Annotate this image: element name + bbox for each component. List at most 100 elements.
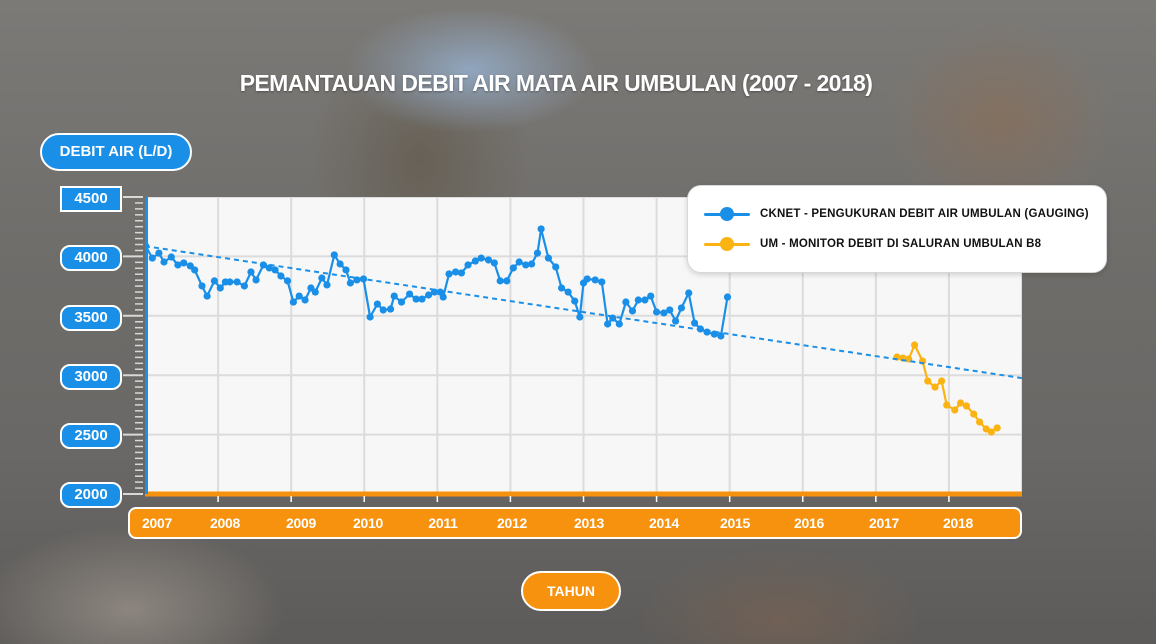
data-point [283, 277, 292, 285]
data-point [342, 266, 350, 274]
data-point [604, 320, 612, 328]
trend-line [145, 245, 1022, 380]
data-point [537, 225, 545, 233]
legend-label: CKNET - PENGUKURAN DEBIT AIR UMBULAN (GA… [760, 208, 1089, 220]
data-point [247, 268, 255, 276]
data-point [240, 282, 248, 290]
data-point [439, 293, 447, 301]
data-point [647, 292, 655, 300]
data-point [690, 319, 699, 327]
y-tick-4500: 4500 [60, 186, 122, 212]
data-point [910, 341, 919, 349]
y-tick-2000: 2000 [60, 482, 122, 508]
data-point [148, 254, 156, 262]
data-point [174, 261, 182, 269]
data-point [685, 289, 693, 297]
data-point [924, 377, 932, 385]
data-point [970, 410, 978, 418]
data-point [477, 254, 485, 262]
data-point [424, 291, 433, 299]
x-tick-2017: 2017 [869, 515, 899, 531]
data-point [576, 313, 584, 321]
legend-line-marker-icon [704, 234, 750, 254]
data-point [615, 320, 623, 328]
data-point [233, 278, 241, 286]
data-point [987, 428, 995, 436]
x-tick-2015: 2015 [720, 515, 750, 531]
data-point [167, 253, 175, 261]
data-point [931, 383, 939, 391]
data-point [951, 406, 959, 414]
data-point [598, 278, 606, 286]
x-tick-2007: 2007 [142, 515, 172, 531]
data-point [346, 279, 354, 287]
data-point [938, 377, 946, 385]
data-point [993, 424, 1001, 432]
data-point [464, 261, 472, 269]
data-point [557, 284, 566, 292]
x-axis-label: TAHUN [521, 571, 621, 611]
data-point [496, 277, 504, 285]
data-point [515, 258, 523, 266]
data-point [445, 270, 453, 278]
data-point [412, 295, 420, 303]
y-tick-2500: 2500 [60, 423, 122, 449]
data-point [652, 308, 661, 316]
data-point [289, 298, 297, 306]
data-point [210, 277, 219, 285]
y-axis-ticks [123, 196, 143, 495]
data-point [390, 292, 398, 300]
data-point [622, 298, 630, 306]
data-point [379, 306, 387, 314]
data-point [634, 296, 642, 304]
data-point [509, 264, 517, 272]
data-point [191, 266, 199, 274]
data-point [641, 296, 649, 304]
data-point [180, 259, 188, 267]
data-point [591, 276, 599, 284]
x-tick-2012: 2012 [497, 515, 527, 531]
legend: CKNET - PENGUKURAN DEBIT AIR UMBULAN (GA… [687, 185, 1107, 273]
data-point [405, 290, 414, 298]
data-point [397, 298, 406, 306]
y-tick-3000: 3000 [60, 364, 122, 390]
data-point [564, 288, 572, 296]
data-point [203, 292, 211, 300]
x-tick-2011: 2011 [428, 515, 458, 531]
data-point [366, 313, 374, 321]
data-point [216, 284, 224, 292]
y-tick-4000: 4000 [60, 245, 122, 271]
data-point [311, 288, 319, 296]
data-point [660, 309, 668, 317]
x-tick-2008: 2008 [210, 515, 240, 531]
y-axis-label: DEBIT AIR (L/D) [40, 133, 192, 171]
legend-line-marker-icon [704, 204, 750, 224]
y-tick-3500: 3500 [60, 305, 122, 331]
x-tick-2018: 2018 [943, 515, 973, 531]
data-point [155, 249, 163, 257]
legend-item-um: UM - MONITOR DEBIT DI SALURAN UMBULAN B8 [704, 234, 1041, 254]
data-point [503, 277, 511, 285]
data-point [452, 268, 460, 276]
x-axis-bar: 2007 2008 2009 2010 2011 2012 2013 2014 … [128, 507, 1022, 539]
data-point [277, 272, 285, 280]
data-point [330, 251, 338, 259]
data-point [484, 256, 493, 264]
x-tick-2014: 2014 [649, 515, 679, 531]
x-tick-2010: 2010 [353, 515, 383, 531]
data-point [295, 292, 303, 300]
legend-item-cknet: CKNET - PENGUKURAN DEBIT AIR UMBULAN (GA… [704, 204, 1089, 224]
x-tick-2016: 2016 [794, 515, 824, 531]
data-point [301, 296, 309, 304]
data-point [552, 263, 560, 271]
data-point [418, 295, 426, 303]
data-point [723, 293, 732, 301]
legend-label: UM - MONITOR DEBIT DI SALURAN UMBULAN B8 [760, 238, 1042, 250]
data-point [583, 275, 591, 283]
data-point [671, 317, 680, 325]
data-point [528, 260, 536, 268]
x-tick-2009: 2009 [286, 515, 316, 531]
data-point [522, 261, 530, 269]
data-point [717, 332, 725, 340]
data-point [265, 264, 273, 272]
